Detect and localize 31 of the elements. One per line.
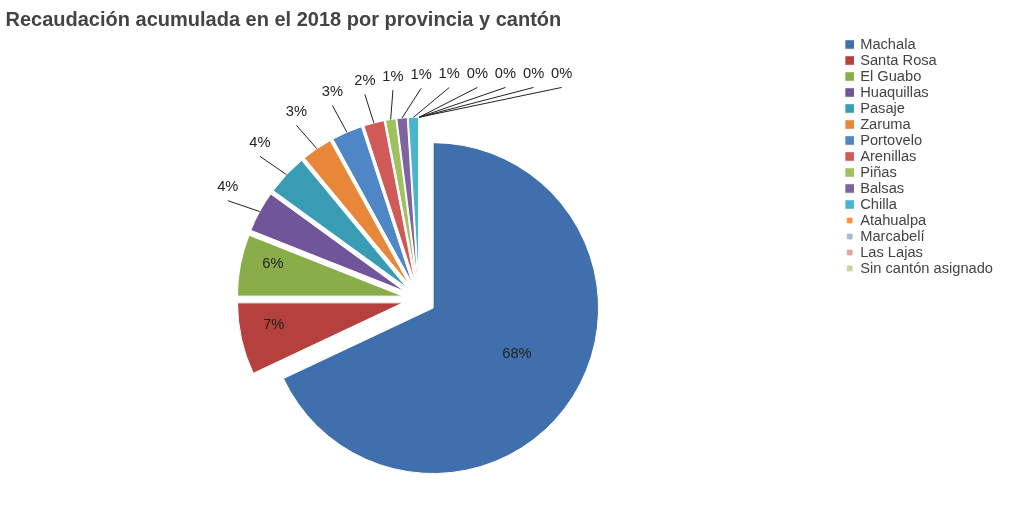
legend-label: Chilla	[860, 196, 897, 212]
legend-label: Las Lajas	[860, 244, 923, 260]
data-label: 1%	[438, 64, 460, 81]
legend-label: Pasaje	[860, 100, 905, 116]
data-label: 1%	[382, 67, 404, 84]
data-label: 7%	[263, 315, 285, 332]
text: 0%	[466, 64, 488, 81]
data-label: 3%	[285, 102, 307, 119]
data-label: 4%	[249, 133, 271, 150]
legend-label: Balsas	[860, 180, 905, 196]
data-label: 6%	[262, 255, 284, 272]
legend-label: Atahualpa	[860, 212, 927, 228]
data-label: 68%	[502, 345, 532, 362]
legend-label: Zaruma	[860, 116, 911, 132]
text: 0%	[522, 64, 545, 81]
legend-label: Marcabelí	[860, 228, 925, 244]
legend-label: Huaquillas	[860, 84, 929, 100]
data-label: 2%	[354, 71, 376, 88]
data-label: 3%	[321, 82, 343, 99]
legend-label: Santa Rosa	[860, 52, 937, 68]
legend-label: Arenillas	[860, 148, 917, 164]
text: 0%	[551, 64, 573, 81]
legend-label: Sin cantón asignado	[860, 260, 993, 276]
data-label: 4%	[217, 178, 239, 195]
legend-label: Machala	[860, 36, 916, 52]
data-label: 1%	[410, 65, 432, 82]
legend-label: Piñas	[860, 164, 897, 180]
legend-label: Portovelo	[860, 132, 923, 148]
chart-title: Recaudación acumulada en el 2018 por provincia y cantón	[5, 7, 562, 30]
text: 0%	[494, 64, 517, 81]
legend-label: El Guabo	[860, 68, 922, 84]
